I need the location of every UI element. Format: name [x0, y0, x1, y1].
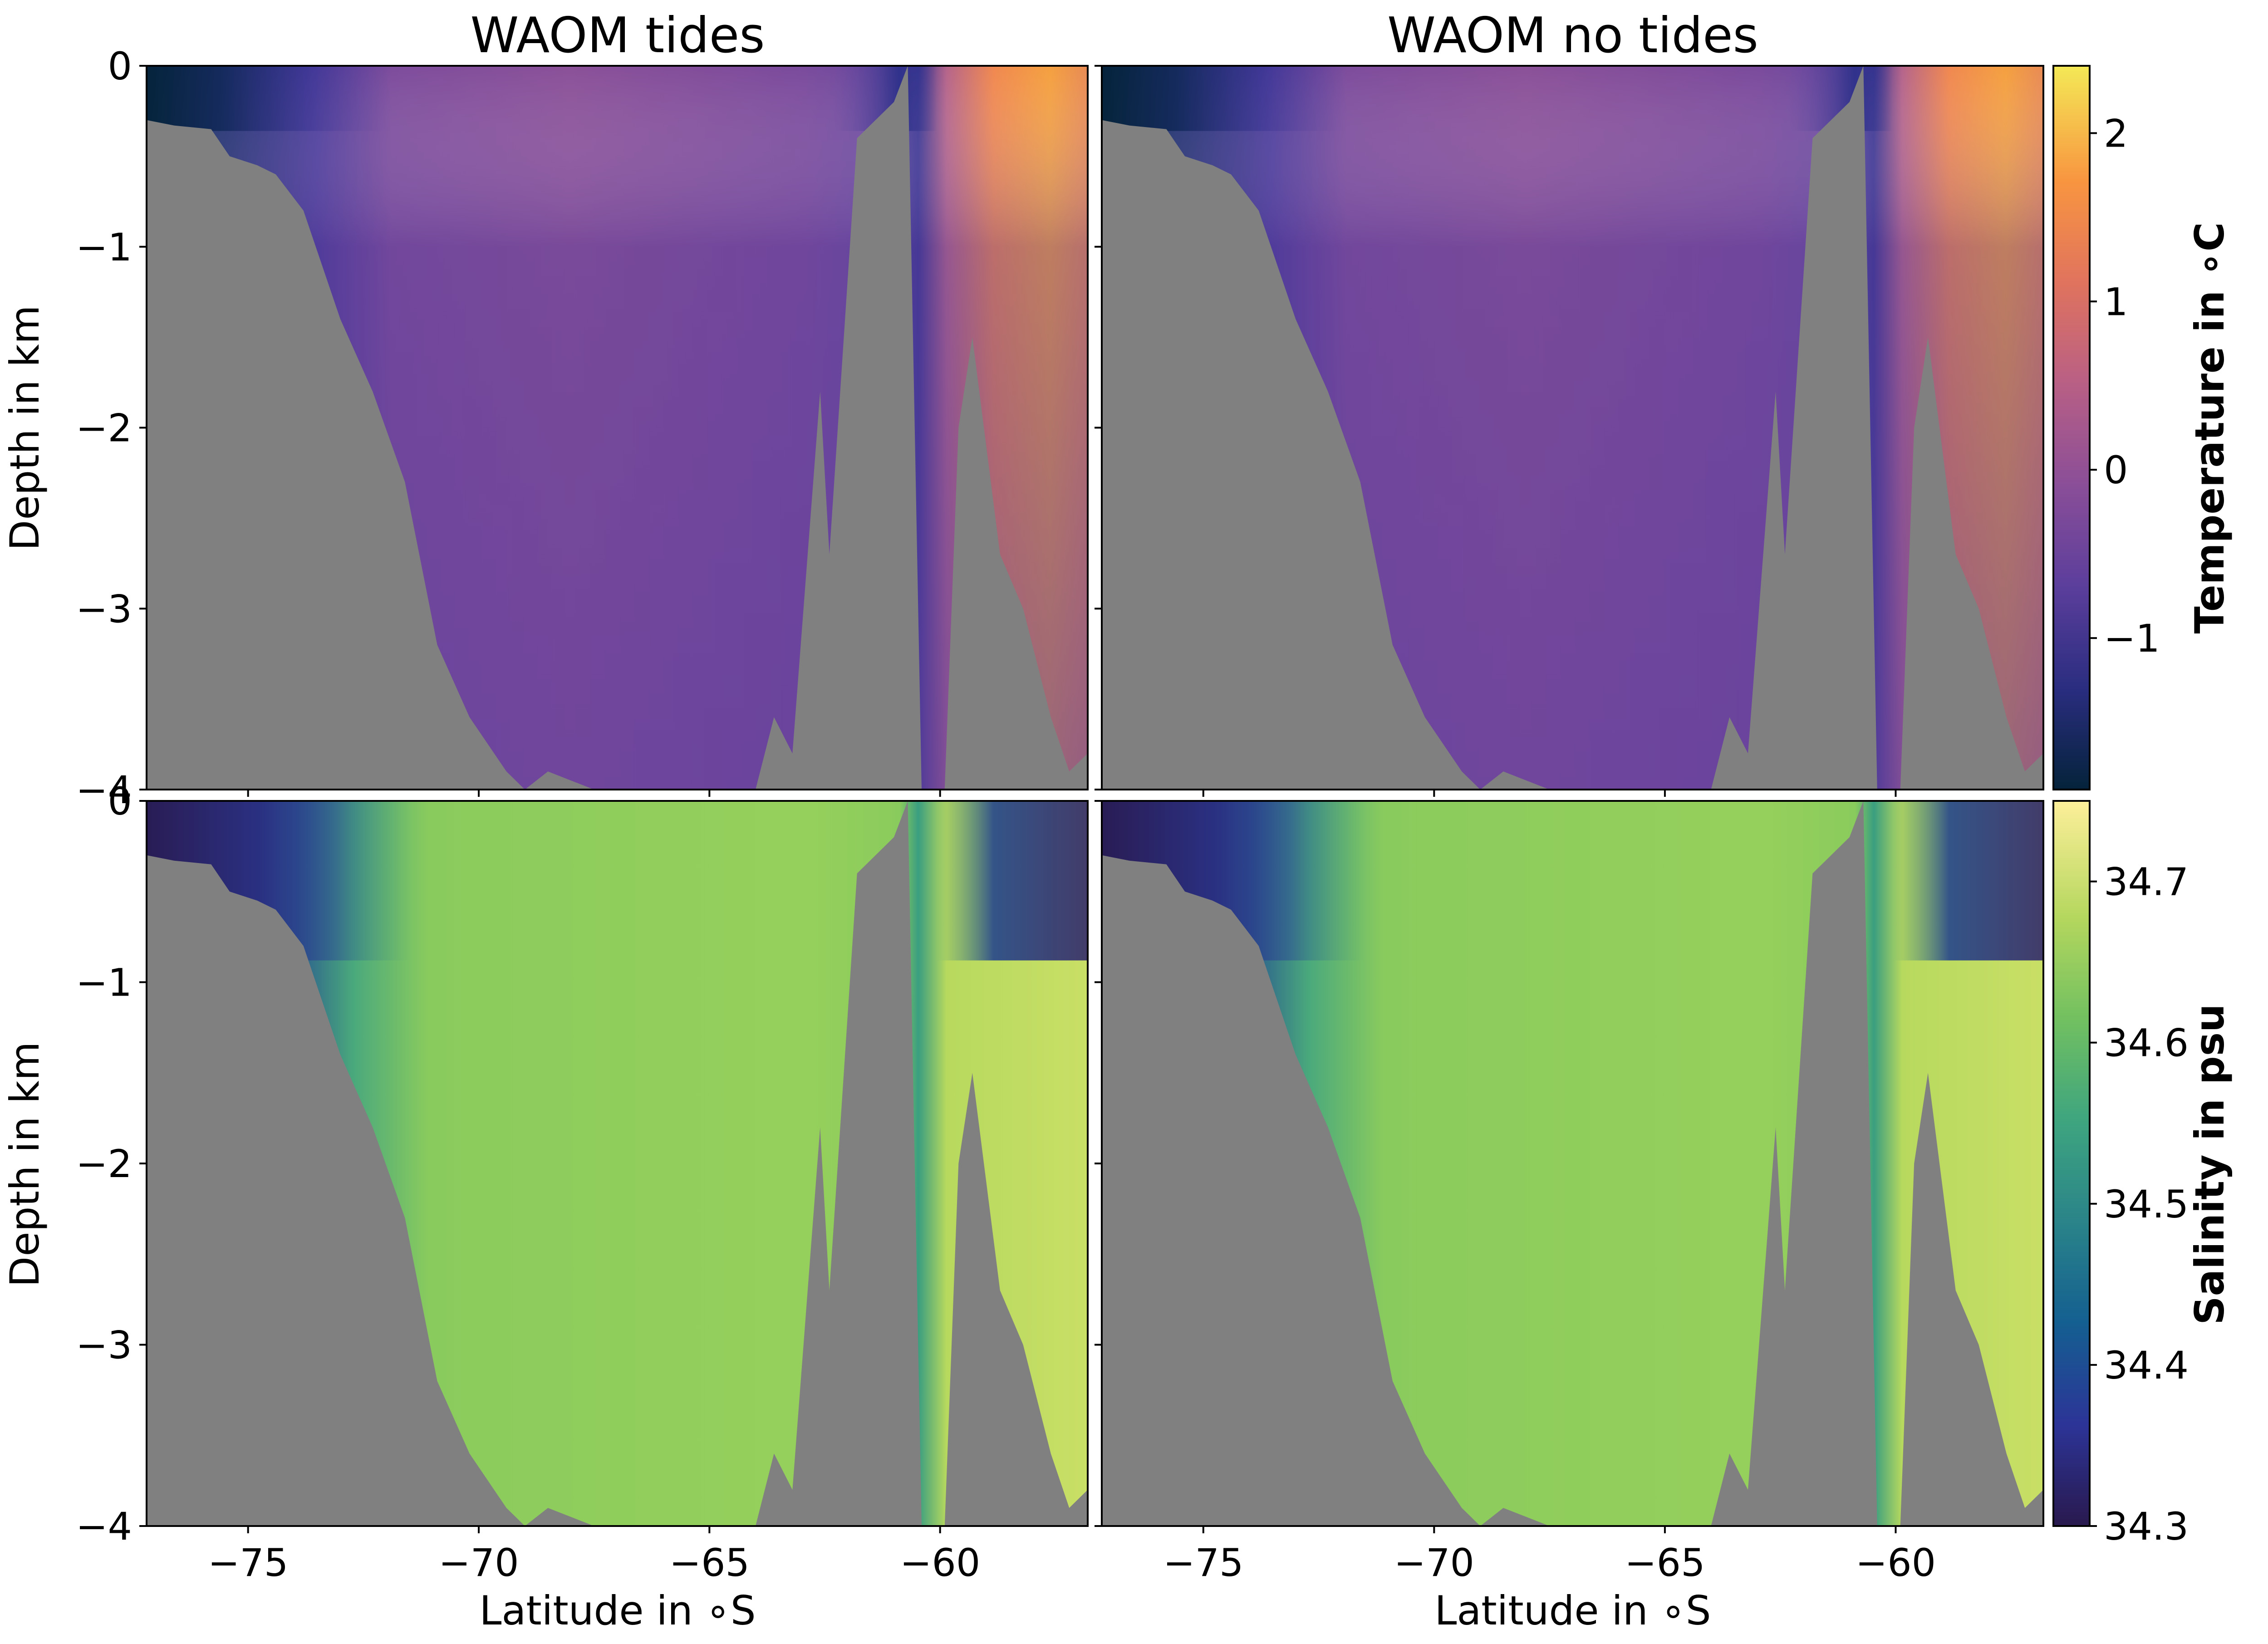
panel-3: −75 −70 −65 −60 [1095, 800, 2044, 1585]
x-axis-label-left: Latitude in ∘S [479, 1587, 756, 1634]
bathymetry-3 [1102, 801, 2043, 1526]
x-axis-label-right: Latitude in ∘S [1434, 1587, 1711, 1634]
y-tick-label: −3 [76, 587, 132, 631]
y-tick-label: 0 [108, 779, 132, 824]
panel-0: 0 −1 −2 −3 −4 [76, 44, 1089, 812]
surface-layer-2 [147, 801, 1088, 961]
bathymetry-2 [147, 801, 1088, 1526]
x-tick-label: −60 [900, 1541, 980, 1585]
y-axis-label-top: Depth in km [1, 305, 48, 551]
x-tick-label: −65 [1625, 1541, 1705, 1585]
bathymetry-0 [147, 66, 1088, 790]
x-tick-label: −75 [208, 1541, 288, 1585]
x-tick-label: −75 [1163, 1541, 1243, 1585]
panels-layer: 0−1−2−3−40−1−2−3−4−75 −70 −65 −60 −75 −70 −65−… [76, 44, 2044, 1585]
x-tick-label: −70 [438, 1541, 519, 1585]
salinity-colorbar [2052, 800, 2091, 1527]
colorbar-ticks-layer: −1 0 1 2 34.3 34.4 34.5 34.6 34.7 [2090, 111, 2189, 1549]
surface-layer-0 [147, 66, 1088, 131]
y-tick-label: −3 [76, 1323, 132, 1368]
panel-title-no-tides: WAOM no tides [1387, 7, 1758, 64]
y-axis-label-bottom: Depth in km [1, 1042, 48, 1287]
colorbar-tick-label: 34.3 [2104, 1504, 2189, 1549]
y-tick-label: −4 [76, 1504, 132, 1549]
salinity-colorbar-label: Salinity in psu [2186, 1004, 2233, 1325]
y-tick-label: 0 [108, 44, 132, 88]
x-tick-label: −65 [669, 1541, 750, 1585]
y-tick-label: −2 [76, 406, 132, 451]
y-tick-label: −2 [76, 1142, 132, 1186]
panel-title-tides: WAOM tides [470, 7, 765, 64]
y-tick-label: −1 [76, 961, 132, 1005]
colorbar-tick-label: 0 [2104, 448, 2128, 492]
colorbar-tick-label: 34.5 [2104, 1182, 2189, 1227]
x-tick-label: −70 [1394, 1541, 1474, 1585]
bathymetry-1 [1102, 66, 2043, 790]
panel-2: 0 −1 −2 −3 −4 −75 −70 −65 −60 [76, 779, 1089, 1585]
temperature-colorbar [2052, 65, 2091, 790]
y-tick-label: −4 [76, 768, 132, 812]
surface-layer-3 [1102, 801, 2043, 961]
colorbar-tick-label: 2 [2104, 111, 2128, 156]
y-tick-label: −1 [76, 225, 132, 270]
surface-layer-1 [1102, 66, 2043, 131]
x-tick-label: −60 [1856, 1541, 1936, 1585]
temperature-colorbar-label: Temperature in ∘C [2186, 222, 2233, 634]
colorbar-tick-label: 34.6 [2104, 1021, 2189, 1065]
colorbar-tick-label: 34.7 [2104, 860, 2189, 904]
panel-1 [1095, 65, 2044, 797]
colorbar-tick-label: 34.4 [2104, 1343, 2189, 1388]
colorbar-tick-label: −1 [2104, 616, 2160, 661]
colorbar-tick-label: 1 [2104, 280, 2128, 324]
